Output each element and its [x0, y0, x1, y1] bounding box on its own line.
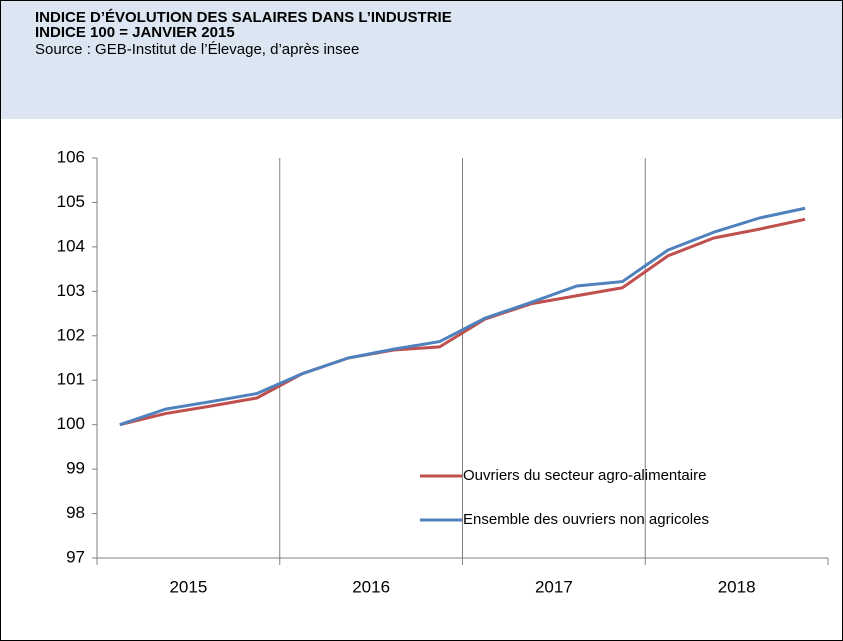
legend-label: Ensemble des ouvriers non agricoles — [463, 511, 709, 528]
y-tick-label: 99 — [66, 459, 85, 478]
legend-label: Ouvriers du secteur agro-alimentaire — [463, 467, 706, 484]
y-tick-label: 106 — [57, 147, 85, 166]
x-tick-label: 2016 — [352, 577, 390, 596]
series-line — [119, 217, 806, 427]
series-line — [119, 206, 806, 427]
chart-subtitle: INDICE 100 = JANVIER 2015 — [35, 24, 235, 41]
chart-title: INDICE D’ÉVOLUTION DES SALAIRES DANS L’I… — [35, 9, 452, 26]
y-tick-label: 100 — [57, 414, 85, 433]
x-tick-label: 2018 — [718, 577, 756, 596]
header-band — [1, 1, 842, 119]
y-tick-label: 103 — [57, 281, 85, 300]
y-tick-label: 101 — [57, 370, 85, 389]
y-tick-label: 97 — [66, 547, 85, 566]
y-tick-label: 98 — [66, 503, 85, 522]
y-tick-label: 105 — [57, 192, 85, 211]
y-tick-label: 104 — [57, 236, 85, 255]
y-tick-label: 102 — [57, 325, 85, 344]
x-tick-label: 2017 — [535, 577, 573, 596]
x-tick-label: 2015 — [169, 577, 207, 596]
chart-source: Source : GEB-Institut de l’Élevage, d’ap… — [35, 41, 359, 58]
